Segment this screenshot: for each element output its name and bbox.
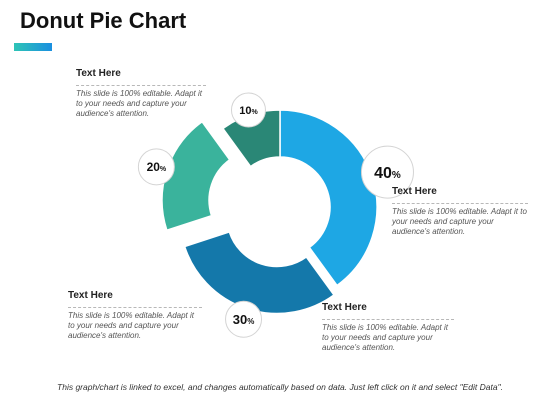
page-title: Donut Pie Chart (20, 8, 187, 33)
text-block-body: This slide is 100% editable. Adapt it to… (322, 323, 448, 352)
footer-note: This graph/chart is linked to excel, and… (57, 382, 503, 392)
text-block-bottom-right: Text Here This slide is 100% editable. A… (322, 302, 454, 353)
value-badge-circle (230, 92, 266, 128)
text-block-divider (392, 203, 528, 204)
donut-slice-20[interactable] (161, 120, 231, 232)
value-badge-40: 40% (360, 145, 414, 199)
text-block-body: This slide is 100% editable. Adapt it to… (76, 89, 202, 118)
text-block-heading: Text Here (68, 290, 113, 301)
text-block-heading: Text Here (392, 186, 437, 197)
value-badge-30: 30% (225, 300, 263, 338)
text-block-heading: Text Here (322, 302, 367, 313)
text-block-body: This slide is 100% editable. Adapt it to… (68, 311, 194, 340)
data-label-20: 20% (147, 160, 167, 174)
text-block-divider (68, 307, 202, 308)
value-badge-20: 20% (137, 148, 175, 186)
title-accent-bar (14, 43, 52, 51)
text-block-heading: Text Here (76, 68, 121, 79)
value-badge-circle (137, 148, 175, 186)
text-block-right: Text Here This slide is 100% editable. A… (392, 186, 528, 237)
value-badge-circle (360, 145, 414, 199)
text-block-divider (322, 319, 454, 320)
text-block-bottom-left: Text Here This slide is 100% editable. A… (68, 290, 202, 341)
data-label-30: 30% (233, 312, 255, 327)
value-badge-10: 10% (230, 92, 266, 128)
donut-slice-40[interactable] (279, 109, 378, 287)
text-block-top-left: Text Here This slide is 100% editable. A… (76, 68, 206, 119)
data-label-40: 40% (374, 165, 401, 182)
data-label-10: 10% (239, 105, 258, 117)
donut-slice-30[interactable] (183, 231, 335, 315)
text-block-body: This slide is 100% editable. Adapt it to… (392, 207, 527, 236)
value-badge-circle (225, 300, 263, 338)
text-block-divider (76, 85, 206, 86)
